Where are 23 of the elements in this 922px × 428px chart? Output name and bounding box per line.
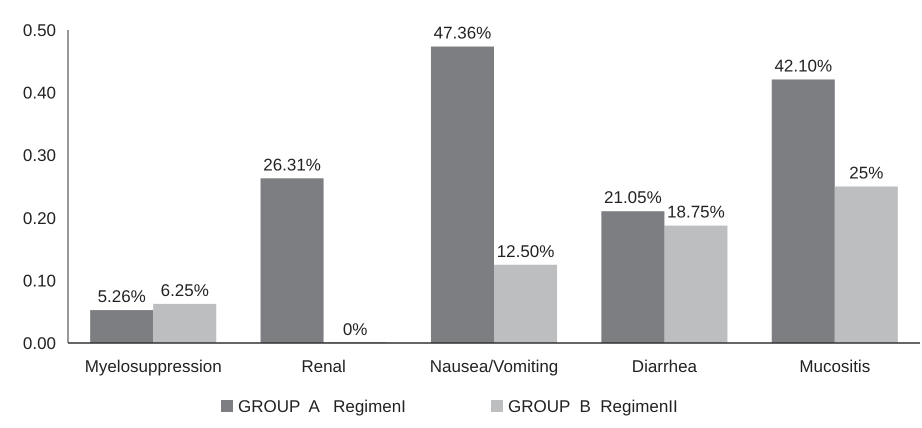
data-label: 18.75% <box>667 202 725 222</box>
data-label: 47.36% <box>434 24 492 43</box>
data-label: 26.31% <box>263 155 321 174</box>
x-tick-label: Renal <box>301 357 346 376</box>
data-label: 21.05% <box>604 188 662 208</box>
data-label: 6.25% <box>160 280 209 300</box>
x-tick-label: Nausea/Vomiting <box>430 357 558 376</box>
y-tick-label: 0.10 <box>22 271 56 290</box>
y-tick-label: 0.00 <box>22 334 56 353</box>
y-tick-label: 0.50 <box>22 20 56 40</box>
y-tick-label: 0.40 <box>22 84 56 103</box>
legend-label: GROUP B RegimenII <box>508 397 678 416</box>
x-tick-label: Mucositis <box>799 357 870 376</box>
data-label: 42.10% <box>774 56 832 76</box>
y-tick-label: 0.20 <box>22 208 56 228</box>
data-label: 0% <box>342 320 368 339</box>
data-label: 25% <box>849 164 884 182</box>
x-tick-label: Diarrhea <box>632 357 698 376</box>
x-tick-label: Myelosuppression <box>84 357 222 376</box>
y-tick-label: 0.30 <box>22 146 56 166</box>
data-label: 12.50% <box>496 242 554 261</box>
legend-label: GROUP A RegimenI <box>238 397 406 416</box>
data-label: 5.26% <box>98 287 146 306</box>
